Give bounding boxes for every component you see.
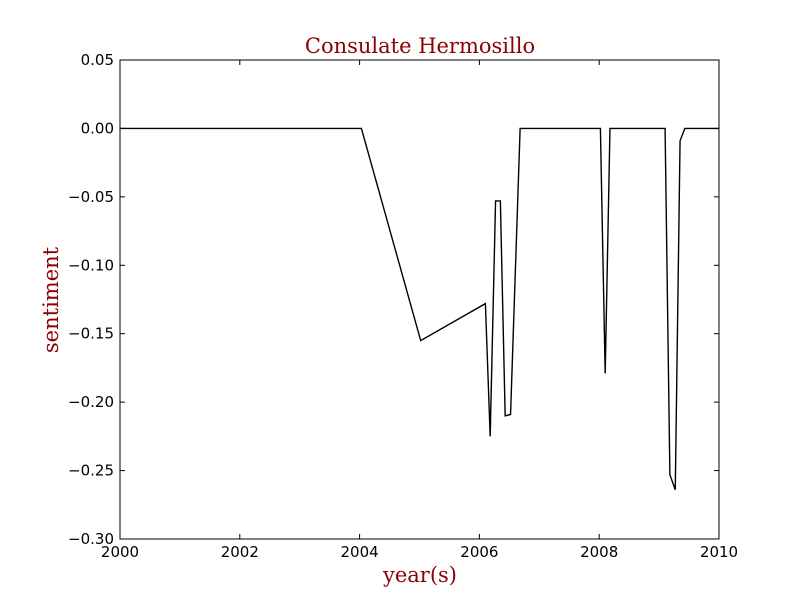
- y-tick-label: −0.05: [68, 188, 114, 206]
- y-tick-label: −0.25: [68, 462, 114, 480]
- plot-frame: [119, 59, 720, 540]
- chart-title: Consulate Hermosillo: [305, 34, 535, 58]
- x-tick-label: 2006: [460, 543, 498, 561]
- x-tick-label: 2004: [341, 543, 379, 561]
- plot-area: [120, 60, 719, 539]
- x-tick-label: 2000: [101, 543, 139, 561]
- x-axis-label: year(s): [382, 563, 457, 587]
- x-tick-label: 2008: [580, 543, 618, 561]
- x-tick-label: 2002: [221, 543, 259, 561]
- y-tick-label: −0.20: [68, 393, 114, 411]
- y-tick-label: −0.30: [68, 530, 114, 548]
- series-layer: [120, 127, 719, 490]
- y-axis-label: sentiment: [39, 246, 63, 353]
- y-tick-label: −0.10: [68, 256, 114, 274]
- series-line-1: [120, 127, 719, 490]
- x-tick-label: 2010: [700, 543, 738, 561]
- tick-layer: 2000 2002 2004 2006 2008 2010 0.05 0.00 −0.05 −0.…: [68, 51, 738, 561]
- y-tick-label: −0.15: [68, 325, 114, 343]
- y-tick-label: 0.00: [81, 119, 114, 137]
- y-tick-label: 0.05: [81, 51, 114, 69]
